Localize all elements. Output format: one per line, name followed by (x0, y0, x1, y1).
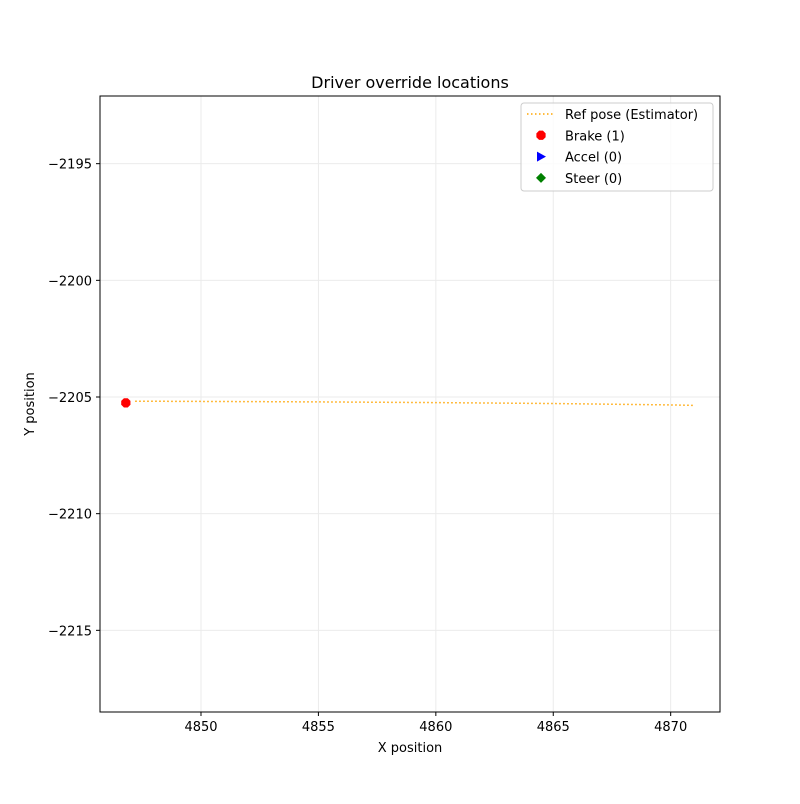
legend-triangle-right-swatch (537, 151, 546, 162)
x-tick-label: 4855 (302, 720, 335, 735)
legend-label: Brake (1) (565, 129, 625, 144)
plot-frame (99, 95, 721, 713)
legend-octagon-swatch (536, 130, 546, 140)
x-tick-label: 4865 (537, 720, 570, 735)
y-tick-label: −2200 (48, 274, 92, 289)
legend-diamond-swatch (536, 172, 546, 183)
legend: Ref pose (Estimator) Brake (1) Accel (0) St… (520, 102, 714, 192)
x-axis-label: X position (378, 741, 443, 756)
y-axis-label: Y position (23, 372, 38, 437)
axis-ticks: 4850 4855 4860 4865 4870 −2195 −2200 −2205 −2210… (48, 158, 687, 735)
y-tick-label: −2210 (48, 508, 92, 523)
x-tick-label: 4850 (184, 720, 217, 735)
legend-label: Steer (0) (565, 172, 622, 187)
legend-box (520, 102, 714, 192)
octagon-point (121, 398, 131, 408)
y-tick-label: −2215 (48, 624, 92, 639)
legend-label: Ref pose (Estimator) (565, 108, 698, 123)
x-tick-label: 4860 (419, 720, 452, 735)
y-tick-label: −2205 (48, 391, 92, 406)
grid-lines (100, 96, 720, 712)
plot-data (121, 398, 695, 408)
legend-label: Accel (0) (565, 151, 622, 166)
x-tick-label: 4870 (654, 720, 687, 735)
chart-title: Driver override locations (311, 73, 509, 92)
ref-pose-line (135, 400, 695, 407)
y-tick-label: −2195 (48, 158, 92, 173)
